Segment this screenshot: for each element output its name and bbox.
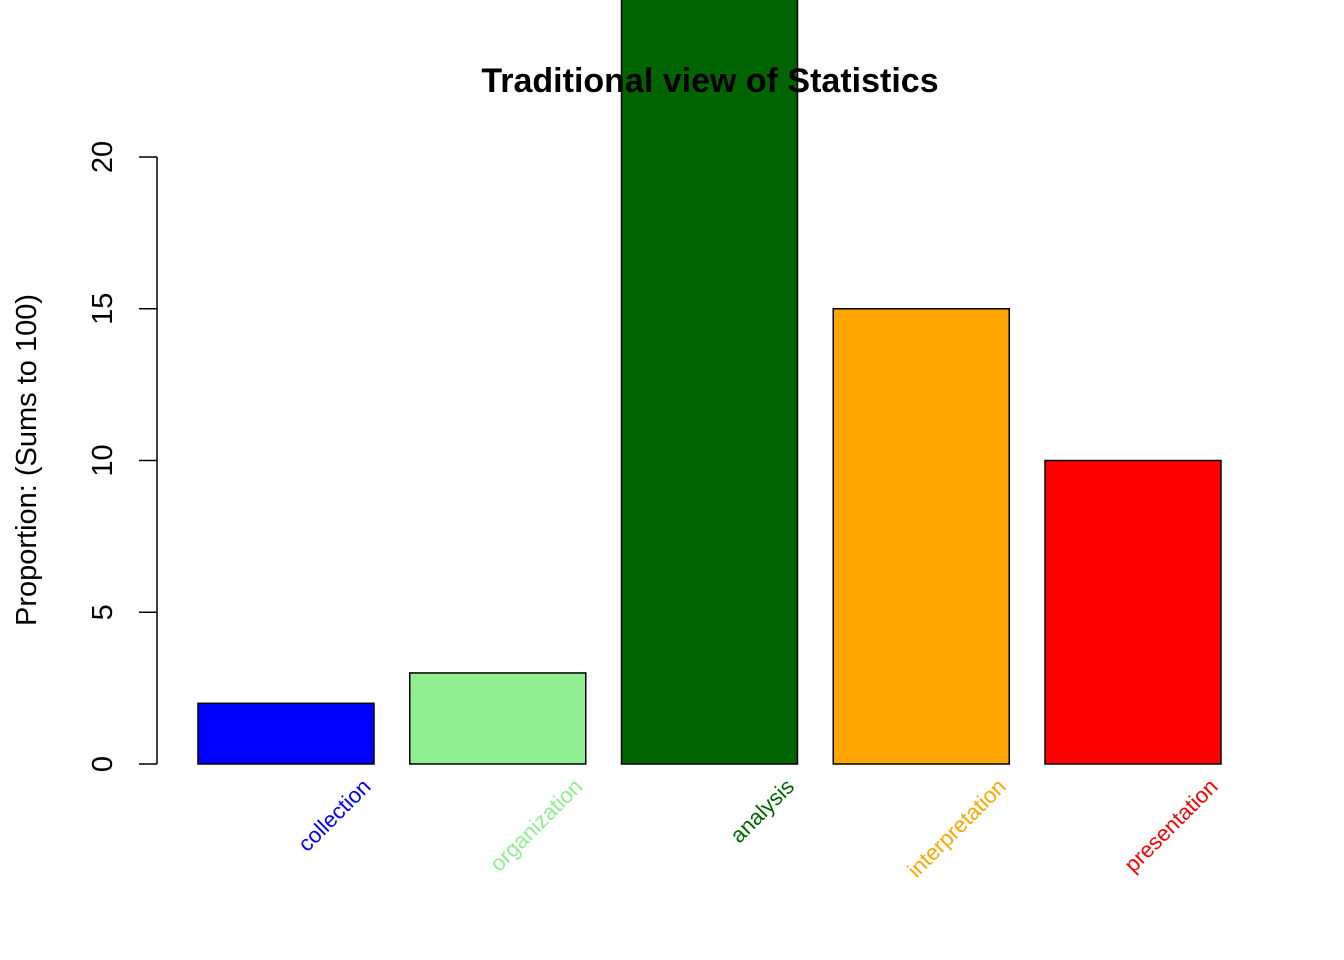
bar: [832, 308, 1010, 765]
y-tick-label: 15: [87, 293, 119, 325]
y-tick-label: 0: [87, 756, 119, 772]
y-tick-label: 10: [87, 444, 119, 476]
bar: [197, 702, 375, 765]
bar: [620, 0, 799, 765]
x-tick-label: collection: [293, 774, 376, 857]
x-tick-label: interpretation: [902, 774, 1010, 882]
x-tick-label: analysis: [725, 774, 799, 848]
y-axis-label: Proportion: (Sums to 100): [11, 294, 43, 626]
x-tick-label: presentation: [1119, 774, 1222, 877]
y-tick-label: 5: [87, 604, 119, 620]
bar: [409, 672, 587, 765]
y-tick-label: 20: [87, 141, 119, 173]
x-tick-label: organization: [485, 774, 587, 876]
bar: [1044, 459, 1222, 765]
chart-title: Traditional view of Statistics: [481, 62, 938, 100]
